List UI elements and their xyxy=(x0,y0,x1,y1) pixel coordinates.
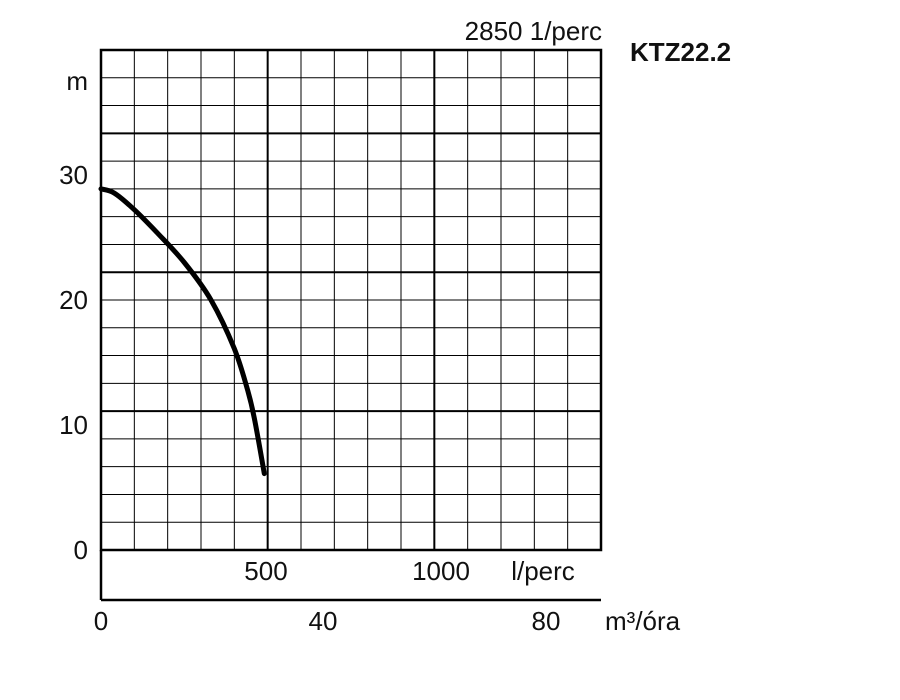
chart-title: KTZ22.2 xyxy=(630,37,731,67)
y-tick-label-0: 0 xyxy=(74,535,88,565)
pump-curve-line xyxy=(98,186,267,477)
x-secondary-tick-0: 0 xyxy=(94,606,108,636)
chart-grid xyxy=(101,50,601,550)
x-secondary-tick-80: 80 xyxy=(532,606,561,636)
chart-axes xyxy=(99,48,603,602)
y-tick-label-20: 20 xyxy=(59,285,88,315)
y-tick-label-10: 10 xyxy=(59,410,88,440)
y-tick-label-30: 30 xyxy=(59,160,88,190)
chart-series xyxy=(98,186,267,477)
x-secondary-tick-40: 40 xyxy=(309,606,338,636)
x-secondary-axis-label: m³/óra xyxy=(605,606,681,636)
y-axis-label: m xyxy=(66,66,88,96)
x-primary-axis-label: l/perc xyxy=(511,556,575,586)
x-primary-tick-1000: 1000 xyxy=(412,556,470,586)
plot-frame xyxy=(99,48,603,552)
chart-subtitle: 2850 1/perc xyxy=(465,16,602,46)
x-primary-tick-500: 500 xyxy=(244,556,287,586)
